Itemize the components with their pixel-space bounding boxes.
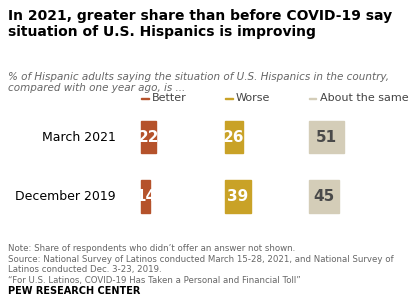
Bar [141,180,150,213]
Text: 45: 45 [313,189,335,204]
Text: 14: 14 [135,189,156,204]
Text: Worse: Worse [236,94,270,103]
Text: 51: 51 [315,130,337,145]
Bar [225,180,252,213]
Bar [141,121,156,153]
Text: Better: Better [152,94,186,103]
Text: Note: Share of respondents who didn’t offer an answer not shown.
Source: Nationa: Note: Share of respondents who didn’t of… [8,244,394,285]
Text: 26: 26 [223,130,244,145]
Text: 39: 39 [228,189,249,204]
Bar [309,98,316,99]
Bar [309,121,344,153]
Text: PEW RESEARCH CENTER: PEW RESEARCH CENTER [8,286,141,296]
Bar [141,98,149,99]
Text: 22: 22 [138,130,159,145]
Text: In 2021, greater share than before COVID-19 say
situation of U.S. Hispanics is i: In 2021, greater share than before COVID… [8,9,393,39]
Bar [225,98,233,99]
Text: % of Hispanic adults saying the situation of U.S. Hispanics in the country,
comp: % of Hispanic adults saying the situatio… [8,72,389,93]
Bar [225,121,243,153]
Bar [309,180,339,213]
Text: About the same: About the same [320,94,408,103]
